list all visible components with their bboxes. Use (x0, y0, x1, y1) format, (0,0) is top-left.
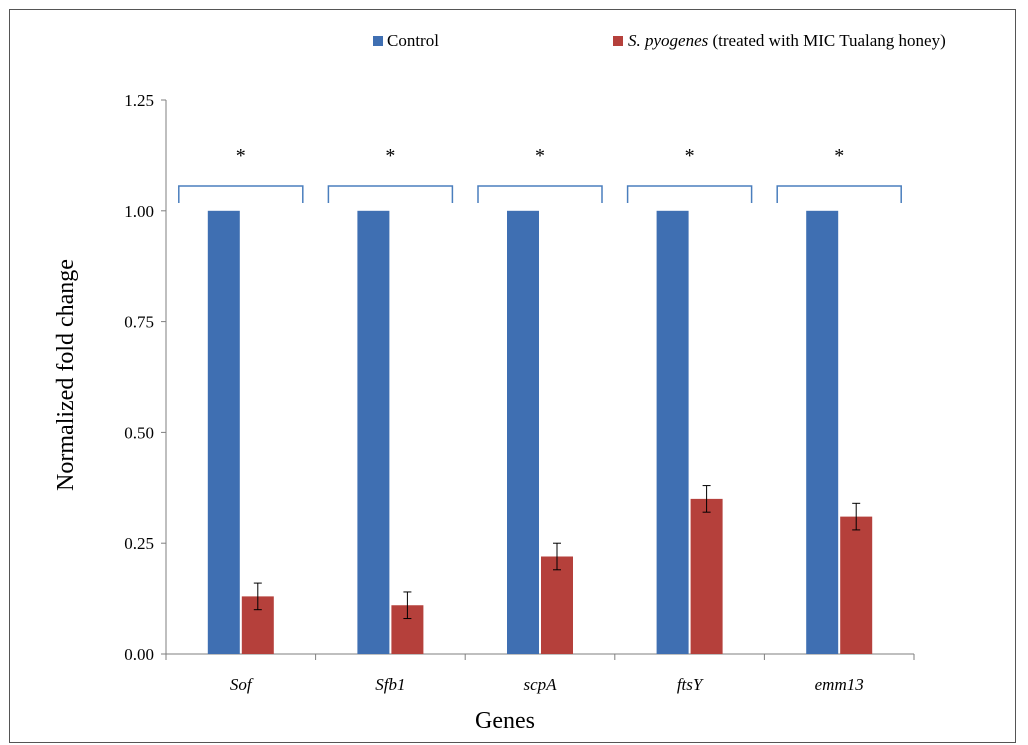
significance-star: * (834, 145, 844, 167)
significance-bracket (776, 185, 902, 203)
significance-star: * (535, 145, 545, 167)
y-tick-label: 0.00 (124, 645, 154, 664)
legend-swatch-control (373, 36, 383, 46)
bar-treated (690, 498, 723, 654)
bar-control (656, 210, 689, 655)
legend-label-treated: S. pyogenes (treated with MIC Tualang ho… (628, 31, 946, 50)
x-tick-label: Sfb1 (375, 675, 405, 694)
x-tick-label: ftsY (677, 675, 704, 694)
legend-label-treated-species: S. pyogenes (628, 31, 709, 50)
bar-treated (541, 556, 573, 654)
legend-label-control: Control (387, 31, 439, 50)
significance-bracket (626, 185, 753, 203)
y-tick-label: 0.75 (124, 313, 154, 332)
x-tick-label: emm13 (815, 675, 864, 694)
y-axis-title: Normalized fold change (53, 259, 79, 491)
y-tick-label: 1.00 (124, 202, 154, 221)
y-tick-label: 0.25 (124, 534, 154, 553)
y-tick-label: 0.50 (124, 423, 154, 442)
bar-control (507, 210, 539, 655)
plot-area: 0.00 0.25 0.50 0.75 1.00 1.25 * Sof * Sfb1 * scpA * f… (124, 91, 915, 694)
legend: Control S. pyogenes (treated with MIC Tu… (373, 31, 946, 50)
bar-control (207, 210, 240, 655)
chart-frame (9, 9, 1016, 743)
significance-star: * (385, 145, 395, 167)
x-tick-label: scpA (523, 675, 557, 694)
legend-label-treated-rest: (treated with MIC Tualang honey) (708, 31, 946, 50)
y-tick-label: 1.25 (124, 91, 154, 110)
x-axis-title: Genes (475, 708, 535, 734)
significance-star: * (236, 145, 246, 167)
bar-treated (840, 516, 873, 654)
significance-bracket (477, 185, 603, 203)
x-tick-label: Sof (230, 675, 254, 694)
significance-bracket (178, 185, 304, 203)
bar-control (806, 210, 839, 655)
legend-swatch-treated (613, 36, 623, 46)
bar-control (357, 210, 390, 655)
significance-bracket (327, 185, 454, 203)
significance-star: * (685, 145, 695, 167)
